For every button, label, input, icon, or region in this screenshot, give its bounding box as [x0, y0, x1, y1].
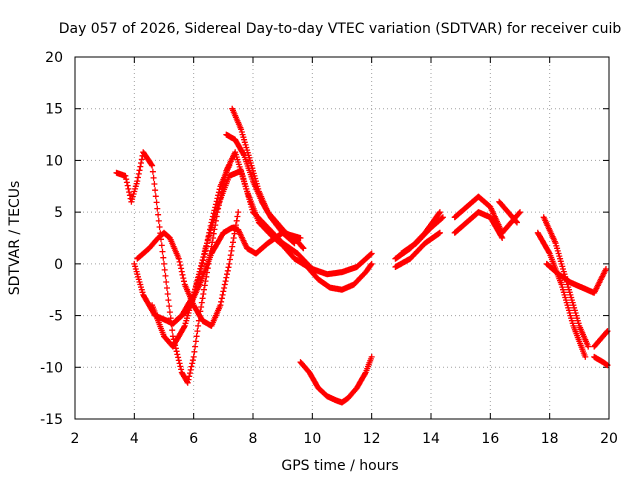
- plus-markers: [540, 214, 592, 350]
- series-arc-P: [540, 214, 592, 350]
- y-tick-label: 15: [45, 102, 63, 118]
- series-arc-M: [451, 209, 506, 241]
- plus-markers: [392, 229, 443, 270]
- plus-markers: [499, 209, 523, 236]
- x-tick-label: 12: [363, 431, 381, 447]
- y-tick-label: 5: [54, 205, 63, 221]
- series-arc-D: [149, 167, 375, 350]
- plus-markers: [149, 167, 375, 350]
- y-tick-label: -15: [40, 412, 63, 428]
- plot-frame: [74, 56, 610, 420]
- y-tick-label: -5: [49, 309, 63, 325]
- plus-markers: [297, 353, 375, 406]
- x-tick-label: 4: [130, 431, 139, 447]
- series-arc-S: [591, 328, 611, 350]
- series-arc-T: [591, 353, 611, 369]
- x-tick-label: 18: [541, 431, 559, 447]
- y-tick-label: 20: [45, 50, 63, 66]
- y-tick-label: 0: [54, 257, 63, 273]
- series-arc-O: [499, 209, 523, 236]
- plus-markers: [223, 131, 298, 247]
- x-axis-label: GPS time / hours: [281, 458, 398, 474]
- x-tick-label: 10: [303, 431, 321, 447]
- x-tick-label: 8: [249, 431, 258, 447]
- data-points: [113, 105, 611, 406]
- x-tick-label: 6: [189, 431, 198, 447]
- y-tick-labels: -15 -10 -5 0 5 10 15 20: [40, 50, 63, 428]
- y-axis-label: SDTVAR / TECUs: [7, 181, 23, 296]
- series-arc-J: [392, 229, 443, 270]
- plus-markers: [451, 193, 506, 236]
- plus-markers: [591, 353, 611, 369]
- series-arc-H: [297, 353, 375, 406]
- x-tick-label: 14: [422, 431, 440, 447]
- plus-markers: [451, 209, 506, 241]
- x-tick-labels: 2 4 6 8 10 12 14 16 18 20: [71, 431, 618, 447]
- series-arc-R: [543, 260, 609, 296]
- y-tick-label: -10: [40, 360, 63, 376]
- plus-markers: [543, 260, 609, 296]
- chart-title: Day 057 of 2026, Sidereal Day-to-day VTE…: [59, 21, 622, 37]
- series-arc-L: [451, 193, 506, 236]
- plus-markers: [398, 214, 446, 257]
- x-tick-label: 16: [481, 431, 499, 447]
- series-arc-K: [398, 214, 446, 257]
- x-tick-label: 20: [600, 431, 618, 447]
- plus-markers: [591, 328, 611, 350]
- x-tick-label: 2: [71, 431, 80, 447]
- y-tick-label: 10: [45, 153, 63, 169]
- series-arc-G: [223, 131, 298, 247]
